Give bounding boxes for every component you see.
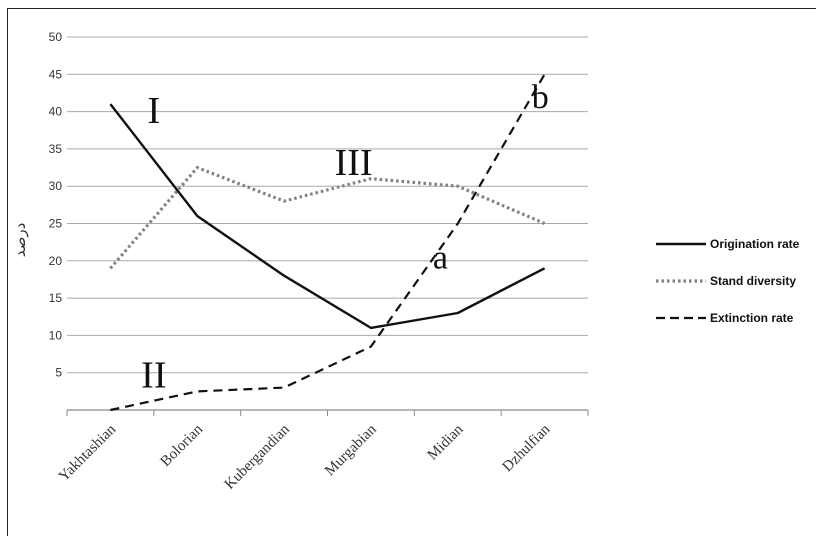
x-tick-label-murgabian: Murgabian: [322, 421, 380, 479]
y-tick-label-50: 50: [49, 30, 63, 44]
x-tick-label-dzhulfian: Dzhulfian: [500, 421, 554, 475]
chart-frame: [7, 8, 816, 536]
legend-label-extinction-rate: Extinction rate: [710, 311, 794, 325]
y-tick-label-45: 45: [49, 67, 63, 81]
y-tick-label-25: 25: [49, 217, 63, 231]
annotation-i: I: [148, 90, 161, 132]
x-tick-labels: Yakhtashian Bolorian Kubergandian Murgabian…: [56, 421, 554, 493]
y-tick-label-20: 20: [49, 254, 63, 268]
annotation-a: a: [433, 239, 448, 276]
y-tick-label-40: 40: [49, 105, 63, 119]
legend-label-stand-diversity: Stand diversity: [710, 274, 796, 288]
y-tick-label-10: 10: [49, 328, 63, 342]
annotation-iii: III: [335, 142, 373, 184]
gridlines: [67, 36, 588, 374]
y-tick-label-15: 15: [49, 291, 63, 305]
x-tick-label-kubergandian: Kubergandian: [222, 421, 294, 493]
legend: Origination rate Stand diversity Extinctio…: [656, 237, 800, 325]
axes: [66, 409, 589, 416]
y-tick-label-30: 30: [49, 179, 63, 193]
y-tick-label-5: 5: [55, 366, 62, 380]
legend-label-origination-rate: Origination rate: [710, 237, 800, 251]
y-tick-label-35: 35: [49, 142, 63, 156]
y-tick-labels: 5 10 15 20 25 30 35 40 45 50: [49, 30, 63, 380]
series-line-origination-rate: [109, 103, 546, 330]
annotation-b: b: [532, 79, 549, 116]
annotation-ii: II: [141, 355, 166, 397]
series-line-stand-diversity: [109, 166, 546, 270]
x-tick-label-bolorian: Bolorian: [158, 421, 207, 470]
x-tick-label-yakhtashian: Yakhtashian: [56, 421, 120, 485]
x-tick-label-midian: Midian: [425, 421, 467, 463]
series-line-extinction-rate: [110, 73, 546, 412]
series-lines: [109, 73, 546, 412]
y-axis-label: درصد: [11, 223, 29, 258]
